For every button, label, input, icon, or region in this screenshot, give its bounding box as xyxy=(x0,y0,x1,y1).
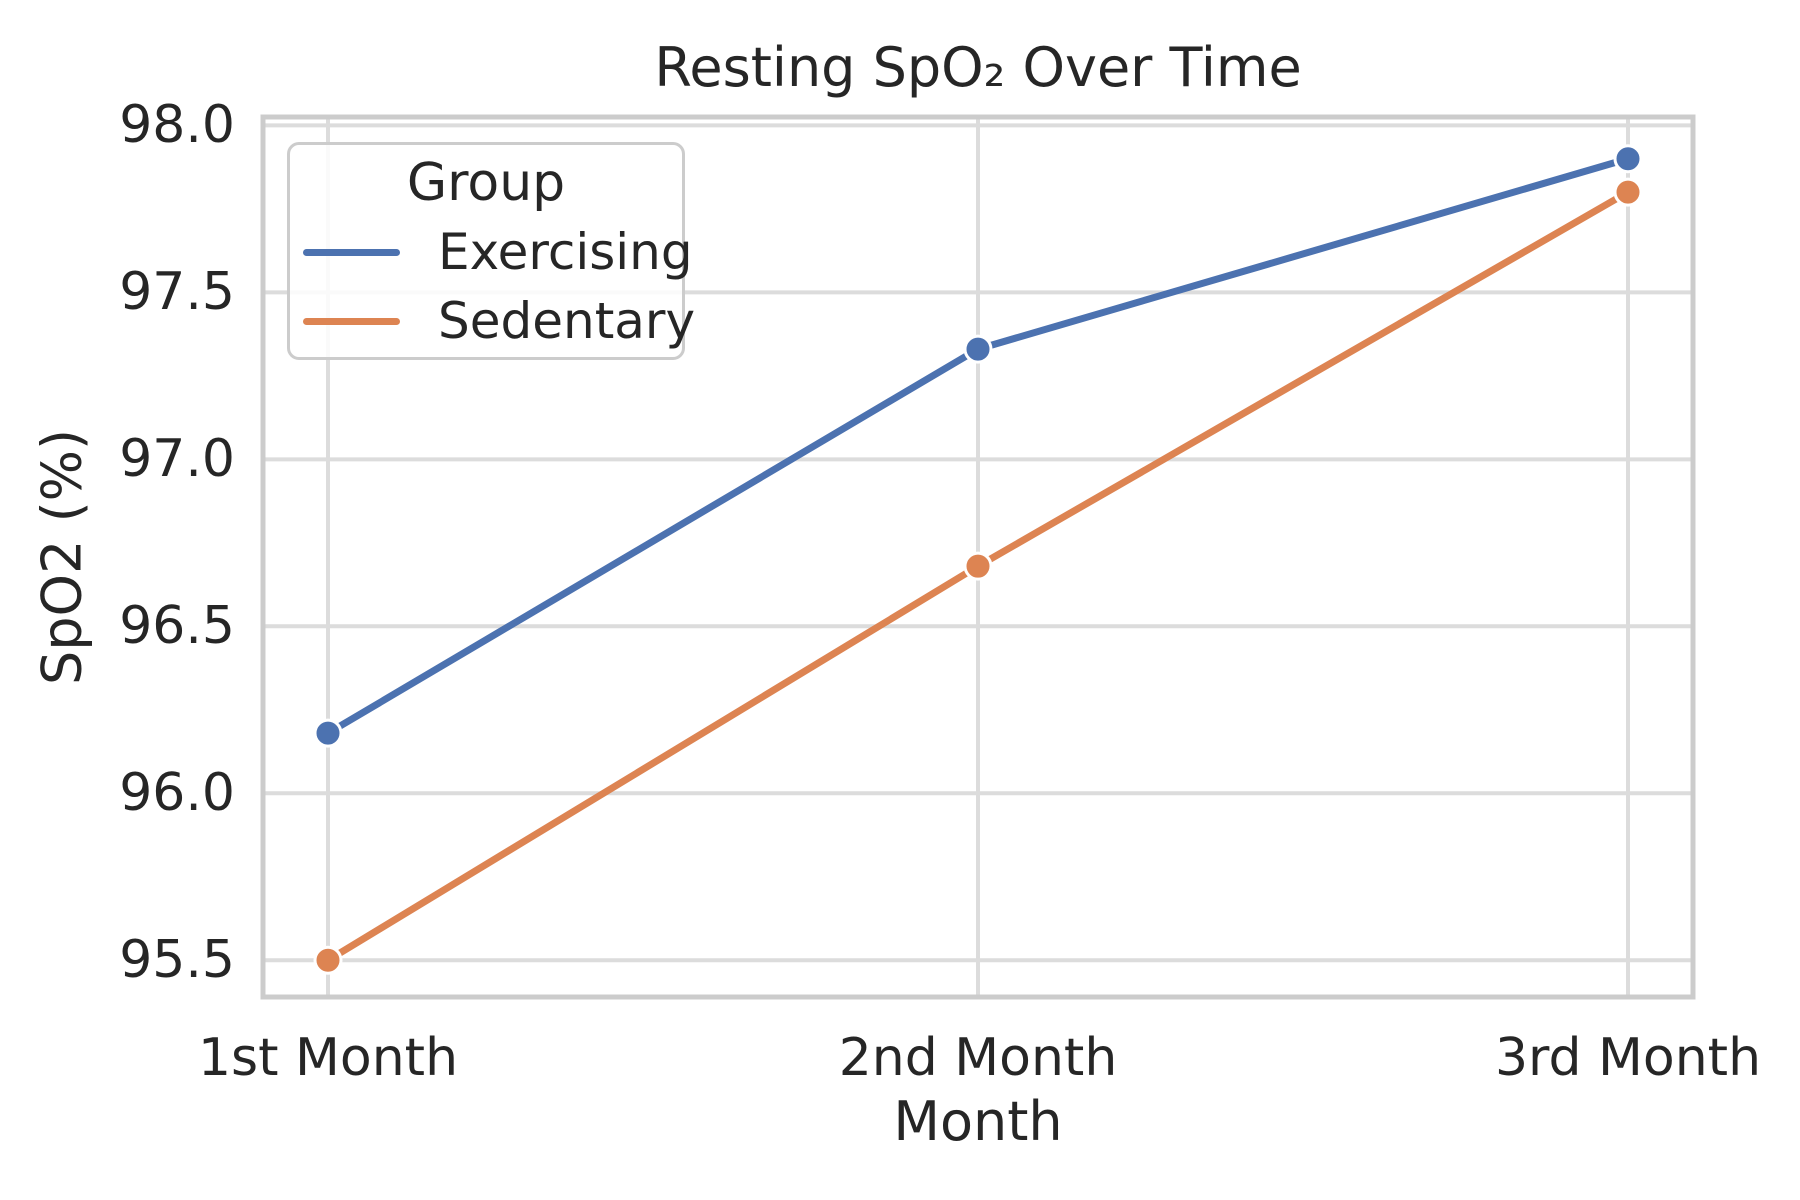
data-point-exercising xyxy=(1613,144,1643,174)
legend-swatch-exercising xyxy=(303,248,400,256)
legend-swatch-sedentary xyxy=(303,317,400,325)
legend-title: Group xyxy=(406,153,566,213)
x-tick-label: 3rd Month xyxy=(1494,1028,1762,1088)
y-tick-label: 95.5 xyxy=(119,930,235,991)
data-point-sedentary xyxy=(313,945,343,975)
y-tick-label: 96.5 xyxy=(119,596,235,657)
plot-border xyxy=(260,114,1696,1000)
chart-title: Resting SpO₂ Over Time xyxy=(654,36,1302,99)
data-point-sedentary xyxy=(1613,177,1643,207)
y-tick-label: 96.0 xyxy=(119,763,235,824)
data-point-exercising xyxy=(963,334,993,364)
data-point-sedentary xyxy=(963,551,993,581)
legend-entry-sedentary: Sedentary xyxy=(290,293,695,349)
x-tick-label: 2nd Month xyxy=(838,1028,1118,1088)
data-point-exercising xyxy=(313,718,343,748)
y-tick-label: 97.0 xyxy=(119,429,235,490)
y-tick-label: 98.0 xyxy=(119,95,235,156)
x-tick-label: 1st Month xyxy=(197,1028,459,1088)
legend-label-sedentary: Sedentary xyxy=(438,292,696,350)
legend-entry-exercising: Exercising xyxy=(290,224,693,280)
x-axis-label: Month xyxy=(893,1090,1063,1153)
legend-label-exercising: Exercising xyxy=(438,223,693,281)
legend: Group Exercising Sedentary xyxy=(287,142,695,360)
y-tick-label: 97.5 xyxy=(119,262,235,323)
